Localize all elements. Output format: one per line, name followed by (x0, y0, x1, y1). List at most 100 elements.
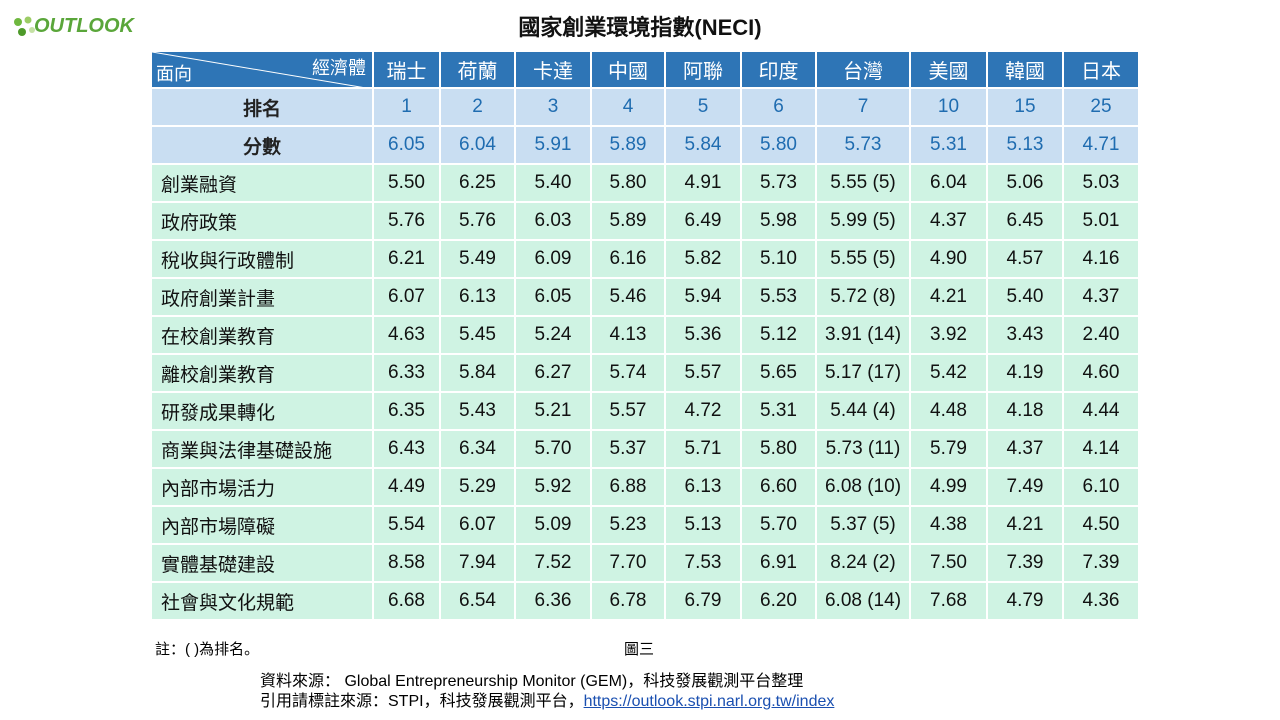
citation-text: 引用請標註來源：STPI，科技發展觀測平台， (260, 693, 584, 710)
cell: 5.84 (439, 353, 516, 393)
cell: 6.04 (909, 163, 988, 203)
cell: 5.70 (514, 429, 592, 469)
row-label: 離校創業教育 (150, 353, 374, 393)
source-link[interactable]: https://outlook.stpi.narl.org.tw/index (583, 693, 835, 710)
cell: 6.27 (514, 353, 592, 393)
cell: 4.60 (1062, 353, 1140, 393)
cell: 5.36 (664, 315, 742, 355)
cell: 5.98 (740, 201, 817, 241)
cell: 5.55 (5) (815, 239, 911, 279)
row-label: 排名 (150, 87, 374, 127)
cell: 5.76 (372, 201, 441, 241)
cell: 7.68 (909, 581, 988, 621)
citation-line: 引用請標註來源：STPI，科技發展觀測平台，https://outlook.st… (260, 687, 834, 711)
cell: 4.91 (664, 163, 742, 203)
cell: 6 (740, 87, 817, 127)
data-row: 實體基礎建設 8.58 7.94 7.52 7.70 7.53 6.91 8.24 (2) 7.… (150, 543, 1140, 583)
cell: 5.65 (740, 353, 817, 393)
cell: 7.94 (439, 543, 516, 583)
cell: 5.89 (590, 125, 666, 165)
cell: 4.13 (590, 315, 666, 355)
cell: 4.37 (986, 429, 1064, 469)
cell: 6.68 (372, 581, 441, 621)
column-header: 卡達 (514, 50, 592, 89)
cell: 7.49 (986, 467, 1064, 507)
figure-label: 圖三 (624, 641, 655, 658)
cell: 5.23 (590, 505, 666, 545)
cell: 6.07 (372, 277, 441, 317)
cell: 5.17 (17) (815, 353, 911, 393)
cell: 3.92 (909, 315, 988, 355)
cell: 4.50 (1062, 505, 1140, 545)
cell: 2 (439, 87, 516, 127)
rank-row: 排名 1 2 3 4 5 6 7 10 15 25 (150, 87, 1140, 127)
row-label: 內部市場活力 (150, 467, 374, 507)
cell: 6.16 (590, 239, 666, 279)
cell: 6.49 (664, 201, 742, 241)
cell: 25 (1062, 87, 1140, 127)
cell: 5.29 (439, 467, 516, 507)
row-label: 政府政策 (150, 201, 374, 241)
cell: 6.09 (514, 239, 592, 279)
cell: 5.42 (909, 353, 988, 393)
column-header: 中國 (590, 50, 666, 89)
cell: 6.78 (590, 581, 666, 621)
cell: 5.10 (740, 239, 817, 279)
cell: 5.72 (8) (815, 277, 911, 317)
cell: 5.40 (514, 163, 592, 203)
cell: 6.43 (372, 429, 441, 469)
cell: 6.25 (439, 163, 516, 203)
cell: 6.79 (664, 581, 742, 621)
cell: 5.80 (740, 429, 817, 469)
cell: 5.45 (439, 315, 516, 355)
logo: OUTLOOK (12, 12, 134, 42)
cell: 4.16 (1062, 239, 1140, 279)
cell: 6.13 (664, 467, 742, 507)
row-label: 創業融資 (150, 163, 374, 203)
cell: 3 (514, 87, 592, 127)
row-label: 社會與文化規範 (150, 581, 374, 621)
cell: 6.04 (439, 125, 516, 165)
column-header: 美國 (909, 50, 988, 89)
data-row: 研發成果轉化 6.35 5.43 5.21 5.57 4.72 5.31 5.44 (4) 4.… (150, 391, 1140, 431)
column-header: 台灣 (815, 50, 911, 89)
cell: 5.53 (740, 277, 817, 317)
cell: 5.50 (372, 163, 441, 203)
cell: 6.05 (372, 125, 441, 165)
cell: 3.43 (986, 315, 1064, 355)
row-label: 研發成果轉化 (150, 391, 374, 431)
cell: 4.63 (372, 315, 441, 355)
cell: 1 (372, 87, 441, 127)
cell: 5.01 (1062, 201, 1140, 241)
cell: 15 (986, 87, 1064, 127)
cell: 5.71 (664, 429, 742, 469)
cell: 7.39 (986, 543, 1064, 583)
cell: 7 (815, 87, 911, 127)
cell: 5.37 (5) (815, 505, 911, 545)
cell: 4.79 (986, 581, 1064, 621)
cell: 4.90 (909, 239, 988, 279)
source-line: 資料來源： Global Entrepreneurship Monitor (G… (260, 673, 804, 690)
cell: 5.24 (514, 315, 592, 355)
data-row: 政府政策 5.76 5.76 6.03 5.89 6.49 5.98 5.99 (5) 4.37… (150, 201, 1140, 241)
data-row: 創業融資 5.50 6.25 5.40 5.80 4.91 5.73 5.55 (5) 6.04… (150, 163, 1140, 203)
cell: 4.21 (909, 277, 988, 317)
score-row: 分數 6.05 6.04 5.91 5.89 5.84 5.80 5.73 5.31 5.13 4.… (150, 125, 1140, 165)
header-row: 經濟體 面向 瑞士 荷蘭 卡達 中國 阿聯 印度 台灣 美國 韓國 日本 (150, 50, 1140, 89)
corner-bottom: 面向 (156, 64, 192, 84)
cell: 6.13 (439, 277, 516, 317)
row-label: 分數 (150, 125, 374, 165)
cell: 5.03 (1062, 163, 1140, 203)
column-header: 印度 (740, 50, 817, 89)
column-header: 韓國 (986, 50, 1064, 89)
cell: 6.08 (14) (815, 581, 911, 621)
cell: 5.57 (590, 391, 666, 431)
cell: 4.38 (909, 505, 988, 545)
cell: 4.72 (664, 391, 742, 431)
cell: 4.71 (1062, 125, 1140, 165)
cell: 6.21 (372, 239, 441, 279)
cell: 5.12 (740, 315, 817, 355)
cell: 5.76 (439, 201, 516, 241)
cell: 2.40 (1062, 315, 1140, 355)
cell: 5.82 (664, 239, 742, 279)
